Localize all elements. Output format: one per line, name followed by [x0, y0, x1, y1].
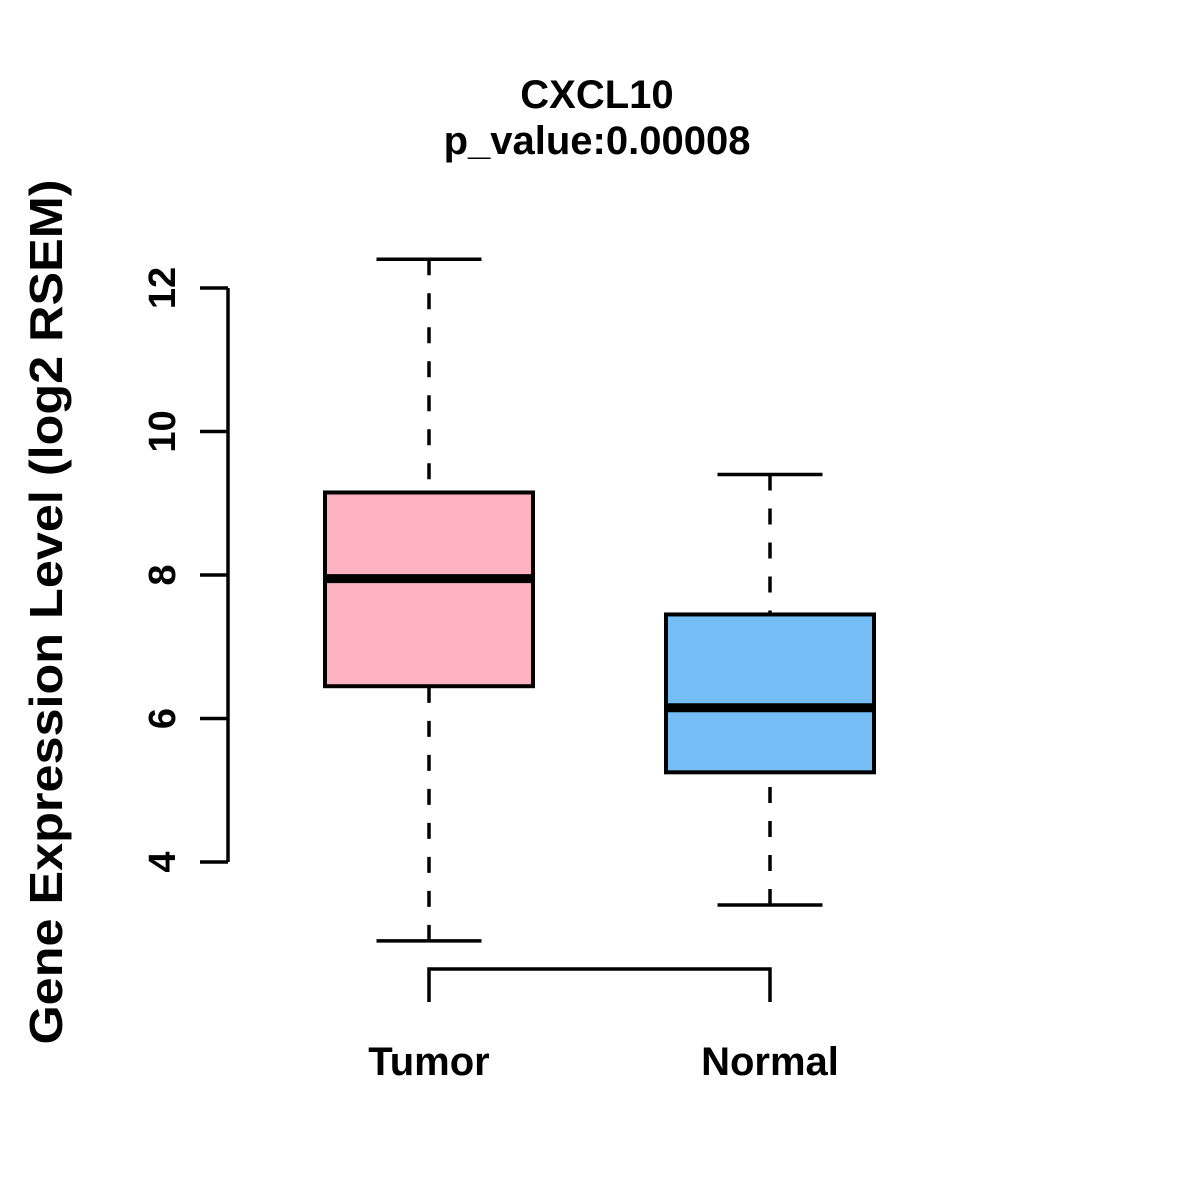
box-group-tumor — [323, 257, 535, 943]
category-label-tumor: Tumor — [368, 1040, 489, 1084]
chart-title: CXCL10 — [520, 73, 673, 117]
y-tick-label: 10 — [142, 410, 184, 452]
y-tick-label: 12 — [142, 267, 184, 309]
iqr-box — [664, 612, 876, 775]
y-tick-label: 8 — [142, 564, 184, 585]
category-label-normal: Normal — [701, 1040, 839, 1084]
y-tick-label: 4 — [142, 851, 184, 872]
chart-subtitle: p_value:0.00008 — [444, 119, 751, 163]
y-axis: 4 6 8 10 12 — [142, 267, 230, 873]
y-tick-label: 6 — [142, 708, 184, 729]
y-axis-label: Gene Expression Level (log2 RSEM) — [20, 179, 72, 1044]
box-group-normal — [664, 472, 876, 907]
x-axis-bracket — [427, 967, 772, 1002]
iqr-box — [323, 490, 535, 689]
